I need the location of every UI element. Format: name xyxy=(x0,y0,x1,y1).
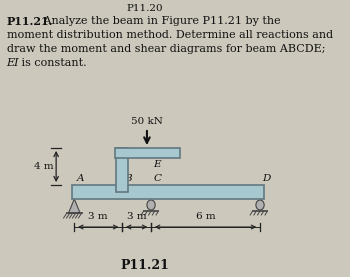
Bar xyxy=(72,185,264,199)
Circle shape xyxy=(256,200,264,210)
Text: A: A xyxy=(77,174,84,183)
Text: 50 kN: 50 kN xyxy=(131,117,163,126)
Text: P11.21: P11.21 xyxy=(120,259,169,272)
Text: B: B xyxy=(124,174,132,183)
Text: C: C xyxy=(154,174,162,183)
Text: 6 m: 6 m xyxy=(196,212,215,221)
Text: 4 m: 4 m xyxy=(34,162,54,171)
Text: Analyze the beam in Figure P11.21 by the: Analyze the beam in Figure P11.21 by the xyxy=(40,16,280,26)
Text: E: E xyxy=(154,160,161,169)
Text: D: D xyxy=(262,174,271,183)
Bar xyxy=(117,148,128,192)
Text: EI: EI xyxy=(7,58,19,68)
Text: is constant.: is constant. xyxy=(18,58,87,68)
Text: P11.21.: P11.21. xyxy=(7,16,53,27)
Text: draw the moment and shear diagrams for beam ABCDE;: draw the moment and shear diagrams for b… xyxy=(7,44,325,54)
Bar xyxy=(115,148,180,158)
Polygon shape xyxy=(69,199,80,213)
Circle shape xyxy=(147,200,155,210)
Text: 3 m: 3 m xyxy=(127,212,146,221)
Text: 3 m: 3 m xyxy=(89,212,108,221)
Text: P11.20: P11.20 xyxy=(126,4,163,13)
Text: moment distribution method. Determine all reactions and: moment distribution method. Determine al… xyxy=(7,30,333,40)
